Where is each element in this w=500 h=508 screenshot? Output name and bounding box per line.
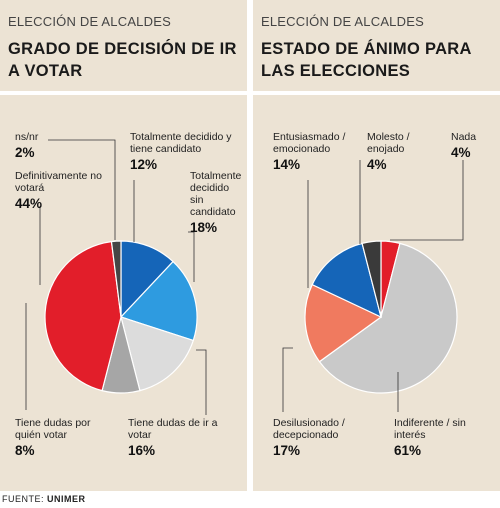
divider (0, 91, 247, 95)
pie-label-decidido-con-candidato: Totalmente decidido y tiene candidato 12… (130, 131, 242, 171)
pie-slice-totalmente-decidido-sin-candidato (119, 260, 198, 342)
pie-slice-ns-nr (110, 240, 122, 318)
source-name: UNIMER (47, 494, 86, 504)
slice-value: 4% (451, 145, 471, 160)
section-label: ELECCIÓN DE ALCALDES (8, 14, 171, 29)
pie-label-ns-nr: ns/nr 2% (15, 131, 38, 159)
leader-line (188, 231, 195, 282)
slice-value: 8% (15, 443, 35, 458)
chart-title: GRADO DE DECISIÓN DE IR A VOTAR (8, 40, 237, 80)
pie-label-indiferente: Indiferente / sin interés 61% (394, 417, 474, 457)
slice-label-text: ns/nr (15, 131, 39, 143)
pie-chart-decision (25, 139, 207, 415)
pie-slice-desilusionado-decepcionado (304, 283, 383, 363)
chart-panel-left: ELECCIÓN DE ALCALDES GRADO DE DECISIÓN D… (0, 0, 247, 491)
slice-value: 16% (128, 443, 156, 458)
pie-slice-molesto-enojado (361, 240, 382, 318)
slice-value: 44% (15, 196, 43, 211)
pie-slice-entusiasmado-emocionado (311, 242, 382, 319)
divider (253, 91, 500, 95)
pie-slice-tiene-dudas-de-ir-a-votar (120, 316, 195, 392)
source-credit: FUENTE: UNIMER (2, 494, 86, 504)
slice-label-text: Definitivamente no votará (15, 170, 102, 194)
slice-label-text: Molesto / enojado (367, 131, 410, 155)
slice-label-text: Entusiasmado / emocionado (273, 131, 346, 155)
leader-line (390, 160, 464, 241)
pie-label-decidido-sin-candidato: Totalmente decidido sin candidato 18% (190, 170, 245, 234)
slice-label-text: Desilusionado / decepcionado (273, 417, 345, 441)
pie-label-nada: Nada 4% (451, 131, 491, 159)
pie-slice-indiferente-sin-inter-s (318, 242, 458, 394)
slice-value: 17% (273, 443, 301, 458)
leader-line (282, 347, 293, 412)
slice-label-text: Totalmente decidido sin candidato (190, 170, 242, 218)
slice-label-text: Indiferente / sin interés (394, 417, 466, 441)
pie-label-dudas-quien: Tiene dudas por quién votar 8% (15, 417, 115, 457)
pie-label-desilusionado: Desilusionado / decepcionado 17% (273, 417, 368, 457)
leader-line (48, 139, 116, 240)
slice-value: 2% (15, 145, 35, 160)
chart-title: ESTADO DE ÁNIMO PARA LAS ELECCIONES (261, 40, 472, 80)
slice-value: 12% (130, 157, 158, 172)
slice-label-text: Totalmente decidido y tiene candidato (130, 131, 232, 155)
slice-label-text: Tiene dudas de ir a votar (128, 417, 218, 441)
slice-label-text: Nada (451, 131, 477, 143)
slice-label-text: Tiene dudas por quién votar (15, 417, 91, 441)
section-label: ELECCIÓN DE ALCALDES (261, 14, 424, 29)
pie-slice-definitivamente-no-votar (44, 240, 122, 392)
slice-value: 4% (367, 157, 387, 172)
pie-label-entusiasmado: Entusiasmado / emocionado 14% (273, 131, 368, 171)
slice-value: 18% (190, 220, 218, 235)
slice-value: 61% (394, 443, 422, 458)
pie-label-molesto: Molesto / enojado 4% (367, 131, 427, 171)
source-prefix: FUENTE: (2, 494, 45, 504)
pie-label-dudas-ir: Tiene dudas de ir a votar 16% (128, 417, 223, 457)
leader-line (196, 349, 207, 415)
pie-label-no-votara: Definitivamente no votará 44% (15, 170, 110, 210)
pie-chart-animo (282, 160, 464, 412)
slice-value: 14% (273, 157, 301, 172)
chart-panel-right: ELECCIÓN DE ALCALDES ESTADO DE ÁNIMO PAR… (253, 0, 500, 491)
